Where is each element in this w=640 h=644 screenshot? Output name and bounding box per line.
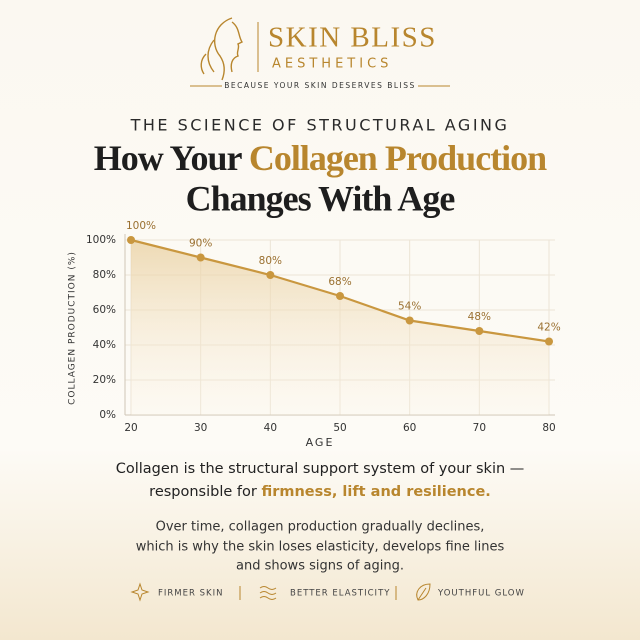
x-tick-label: 20 — [124, 422, 137, 434]
paragraph-line: and shows signs of aging. — [236, 559, 404, 574]
feature-icon — [259, 586, 277, 600]
body-text: responsible for — [149, 484, 257, 500]
logo-icon — [200, 17, 244, 81]
y-tick-label: 80% — [93, 269, 116, 281]
feature-label: YOUTHFUL GLOW — [437, 589, 525, 599]
chart-title: How Your Collagen Production — [94, 138, 547, 178]
brand-sub: AESTHETICS — [272, 57, 392, 72]
x-tick-label: 40 — [264, 422, 277, 434]
paragraph-line: Over time, collagen production gradually… — [156, 520, 485, 535]
feature-label: BETTER ELASTICITY — [290, 589, 390, 599]
value-label: 42% — [537, 322, 560, 334]
point — [196, 253, 205, 262]
point — [405, 316, 414, 325]
value-label: 80% — [259, 255, 282, 267]
x-tick-label: 30 — [194, 422, 207, 434]
value-label: 54% — [398, 301, 421, 313]
point — [475, 327, 484, 335]
paragraph-line: which is why the skin loses elasticity, … — [136, 540, 505, 555]
title-part: How Your — [94, 138, 243, 178]
point — [336, 292, 344, 300]
body-highlight: firmness, lift and resilience. — [261, 484, 490, 500]
chart-title: Changes With Age — [186, 178, 456, 218]
feature-icon — [416, 583, 431, 601]
area — [131, 240, 549, 415]
value-label: 48% — [468, 311, 491, 323]
feature-icon — [130, 582, 150, 602]
x-axis-title: AGE — [306, 436, 335, 449]
x-tick-label: 60 — [403, 422, 416, 434]
point — [127, 236, 135, 244]
plot: 0% 20% 40% 60% 80% 100% 20 30 40 50 60 70 80 100% 90% 8… — [86, 220, 561, 434]
y-tick-label: 40% — [93, 339, 116, 351]
y-axis-title: COLLAGEN PRODUCTION (%) — [68, 251, 78, 405]
x-tick-label: 80 — [542, 422, 555, 434]
x-tick-label: 50 — [333, 422, 346, 434]
y-tick-label: 100% — [86, 234, 116, 246]
y-tick-label: 20% — [93, 374, 116, 386]
chart-subtitle: THE SCIENCE OF STRUCTURAL AGING — [130, 116, 510, 135]
body-line: responsible for firmness, lift and resil… — [149, 484, 491, 500]
y-tick-label: 60% — [93, 304, 116, 316]
title-highlight: Collagen Production — [249, 138, 547, 178]
x-tick-label: 70 — [473, 422, 486, 434]
body-line: Collagen is the structural support syste… — [116, 461, 525, 477]
brand-name: SKIN BLISS — [268, 22, 437, 54]
point — [545, 337, 553, 346]
feature-label: FIRMER SKIN — [158, 589, 223, 599]
y-tick-label: 0% — [99, 409, 116, 421]
point — [266, 271, 275, 279]
value-label: 90% — [189, 238, 212, 250]
value-label: 68% — [328, 276, 351, 288]
value-label: 100% — [126, 220, 156, 232]
tagline: BECAUSE YOUR SKIN DESERVES BLISS — [224, 81, 416, 90]
